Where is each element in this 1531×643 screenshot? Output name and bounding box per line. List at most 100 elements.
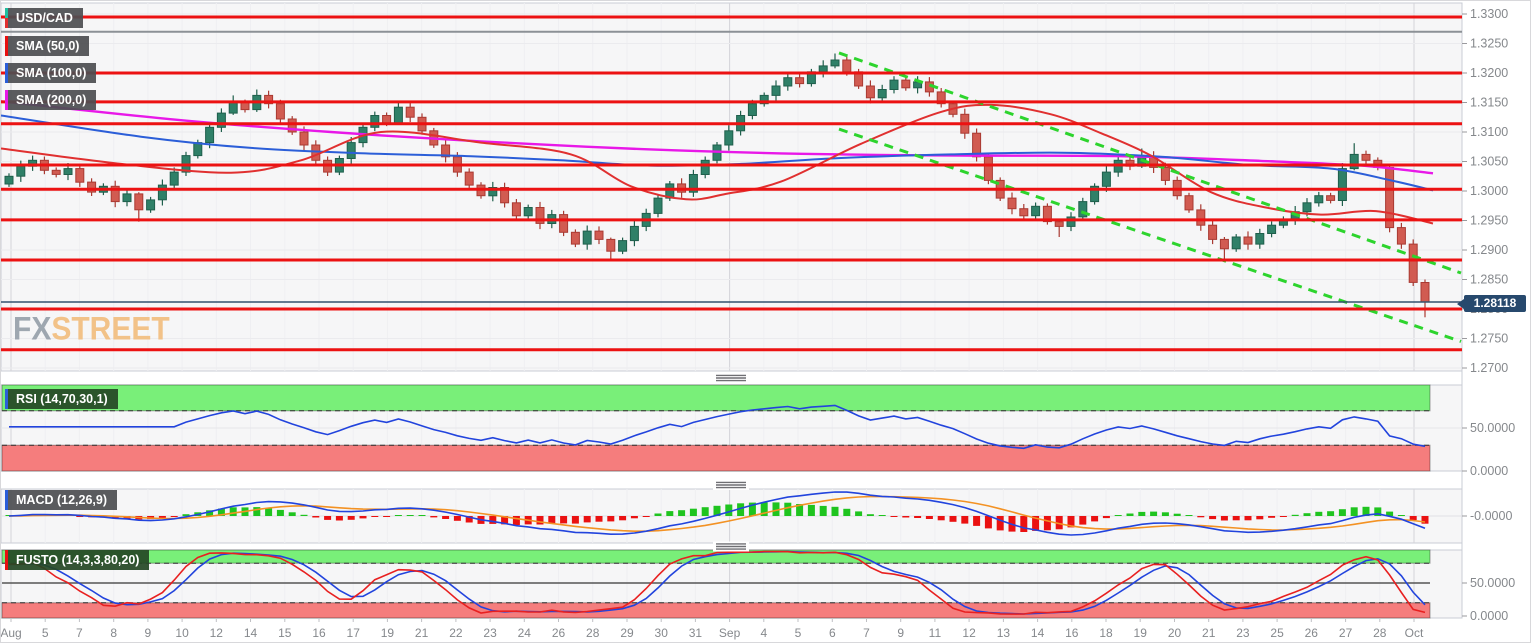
candle [901, 77, 911, 91]
candle [1243, 231, 1253, 250]
sma200-badge[interactable]: SMA (200,0) [5, 90, 97, 110]
candle [370, 111, 380, 132]
indicator-layer [5, 404, 1429, 615]
macd-hist-bar [312, 516, 320, 518]
x-axis-label: 4 [760, 626, 767, 640]
macd-hist-bar [1303, 513, 1311, 516]
macd-hist-bar [619, 516, 627, 521]
macd-hist-bar [819, 505, 827, 516]
macd-hist-bar [984, 516, 992, 529]
macd-hist-bar [1079, 516, 1087, 525]
candle [1042, 203, 1052, 225]
macd-hist-bar [1374, 507, 1382, 516]
candle [1255, 228, 1265, 249]
candle [700, 156, 710, 179]
current-price-badge: 1.28118 [1457, 295, 1526, 312]
x-axis-label: 6 [829, 626, 836, 640]
candle [523, 204, 533, 219]
candle [759, 92, 769, 107]
x-axis-label: 13 [997, 626, 1011, 640]
macd-color-bar [5, 490, 8, 510]
macd-hist-bar [276, 509, 284, 516]
panel-resize-grip[interactable] [713, 480, 749, 490]
rsi-line [9, 404, 1426, 450]
axis-label: 50.0000 [1470, 576, 1515, 590]
x-axis-label: 11 [929, 626, 942, 640]
candle [1408, 239, 1418, 286]
sma50-line [1, 103, 1434, 225]
macd-hist-bar [111, 516, 119, 519]
candle [594, 226, 604, 245]
macd-hist-bar [324, 516, 332, 520]
panel-resize-grip[interactable] [713, 541, 749, 552]
macd-hist-bar [1362, 506, 1370, 516]
symbol-label: USD/CAD [8, 8, 83, 28]
x-axis-label: 12 [962, 626, 976, 640]
macd-hist-bar [465, 516, 473, 523]
x-axis-label: Oct [1405, 626, 1424, 640]
macd-hist-bar [725, 504, 733, 516]
candle [405, 102, 415, 122]
macd-hist-bar [288, 512, 296, 516]
candle [653, 194, 663, 218]
macd-hist-bar [949, 516, 957, 522]
macd-hist-bar [678, 510, 686, 516]
x-axis-label: 9 [145, 626, 152, 640]
macd-label: MACD (12,26,9) [8, 490, 117, 510]
candle [134, 192, 144, 222]
candle [169, 167, 179, 190]
macd-hist-bar [843, 508, 851, 516]
panel-resize-grip[interactable] [713, 373, 749, 383]
rsi-label: RSI (14,70,30,1) [8, 389, 118, 409]
candle [830, 53, 840, 69]
x-axis-label: 21 [415, 626, 429, 640]
macd-hist-bar [1091, 516, 1099, 522]
macd-hist-bar [453, 516, 461, 521]
symbol-badge[interactable]: USD/CAD [5, 8, 83, 28]
macd-hist-bar [560, 516, 568, 524]
candle [275, 99, 285, 123]
macd-badge[interactable]: MACD (12,26,9) [5, 490, 117, 510]
axis-label: -0.0000 [1470, 509, 1512, 523]
sma200-line [1, 100, 1434, 175]
x-axis-label: 28 [1373, 626, 1387, 640]
axis-label: 1.3200 [1470, 66, 1508, 80]
axis-label: 1.2750 [1470, 332, 1508, 346]
macd-hist-bar [666, 511, 674, 516]
candle [1314, 191, 1324, 207]
macd-hist-bar [489, 516, 497, 524]
macd-hist-bar [383, 516, 391, 517]
sma50-color-bar [5, 36, 8, 56]
x-axis-label: 12 [210, 626, 224, 640]
fusto-label: FUSTO (14,3,3,80,20) [8, 550, 150, 570]
sma100-badge[interactable]: SMA (100,0) [5, 63, 97, 83]
macd-hist-bar [394, 515, 402, 516]
axis-label: 0.0000 [1470, 464, 1508, 478]
sma50-badge[interactable]: SMA (50,0) [5, 36, 90, 56]
macd-hist-bar [878, 515, 886, 516]
candle [1219, 237, 1229, 259]
candle [795, 73, 805, 88]
fusto-badge[interactable]: FUSTO (14,3,3,80,20) [5, 550, 150, 570]
axis-label: 1.3250 [1470, 37, 1508, 51]
candle [1396, 222, 1406, 249]
candle [157, 179, 167, 206]
macd-hist-bar [501, 516, 509, 525]
macd-hist-bar [866, 514, 874, 516]
watermark-street: STREET [51, 311, 170, 348]
rsi-badge[interactable]: RSI (14,70,30,1) [5, 389, 118, 409]
candle [1267, 221, 1277, 238]
macd-hist-bar [1268, 516, 1276, 518]
candle [783, 73, 793, 91]
x-axis-label: 7 [863, 626, 870, 640]
macd-hist-bar [158, 516, 166, 518]
macd-hist-bar [335, 516, 343, 521]
candle [1007, 192, 1017, 215]
macd-hist-bar [902, 516, 910, 518]
x-axis-label: 5 [795, 626, 802, 640]
macd-hist-bar [1173, 513, 1181, 516]
x-axis-label: 18 [1099, 626, 1113, 640]
candle [724, 125, 734, 151]
sma50-label: SMA (50,0) [8, 36, 90, 56]
